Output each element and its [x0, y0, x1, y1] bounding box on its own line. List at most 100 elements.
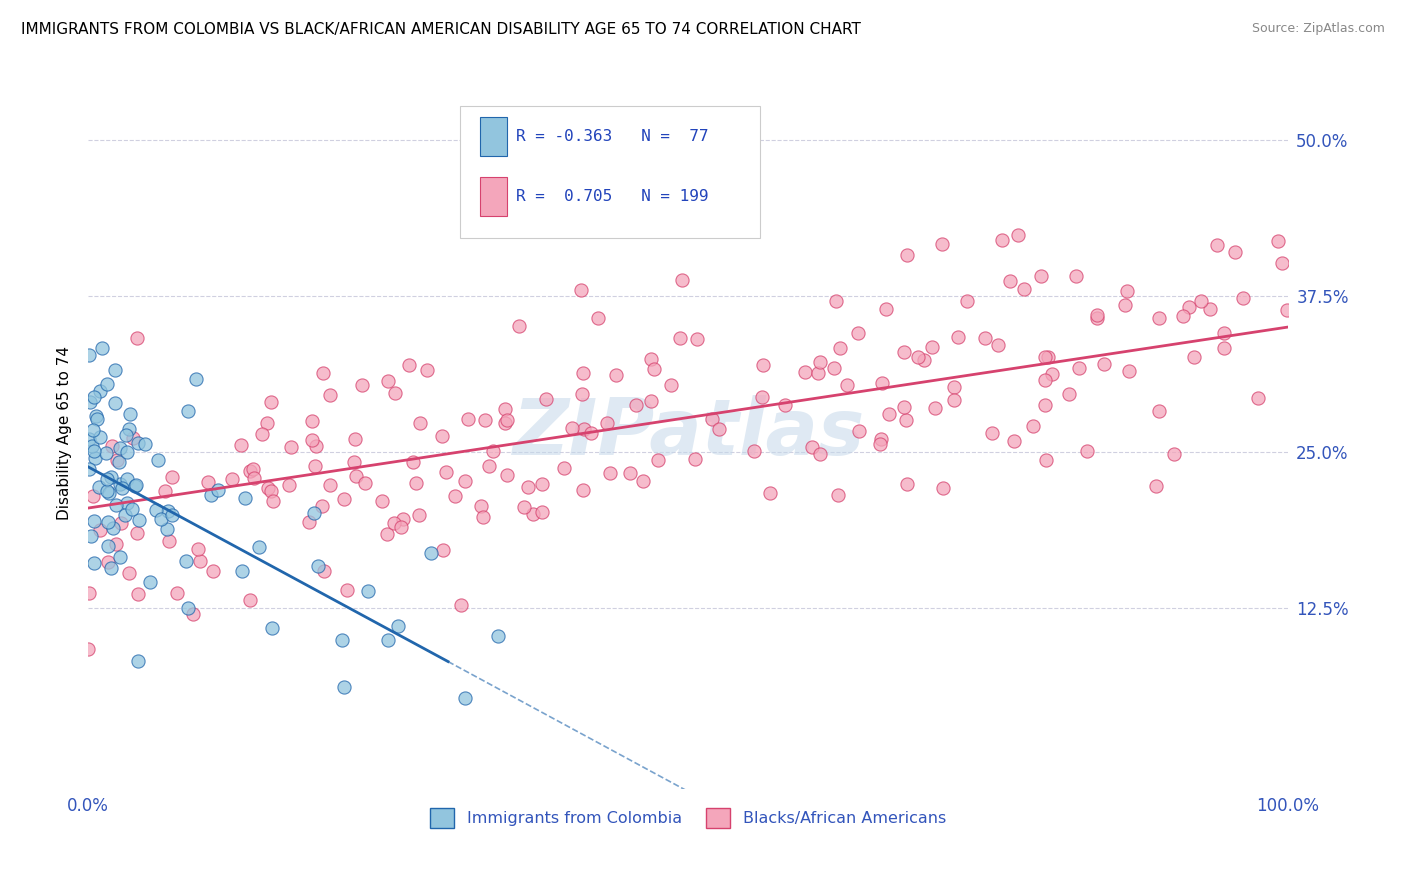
Point [97, 486, 120, 500]
Point [84, 409, 107, 423]
Point [356, 584, 378, 599]
Point [1144, 479, 1167, 493]
Point [89, 430, 111, 444]
Text: R =  0.705   N = 199: R = 0.705 N = 199 [516, 189, 709, 204]
Point [685, 452, 707, 467]
Point [1116, 285, 1139, 299]
Point [177, 601, 200, 615]
Point [508, 319, 530, 334]
Point [647, 453, 669, 467]
Point [160, 470, 183, 484]
Point [105, 537, 128, 551]
Point [375, 526, 398, 541]
Point [312, 564, 335, 578]
Point [242, 461, 264, 475]
Point [513, 500, 536, 514]
Point [1267, 234, 1289, 248]
Point [450, 598, 472, 612]
Point [416, 363, 439, 377]
Point [82, 489, 104, 503]
Point [434, 465, 457, 479]
Point [1247, 391, 1270, 405]
Point [530, 477, 553, 491]
Point [408, 508, 430, 522]
Point [998, 274, 1021, 288]
Point [260, 484, 283, 499]
Point [1212, 341, 1234, 355]
Point [830, 341, 852, 355]
Point [125, 330, 148, 344]
Point [91, 341, 114, 355]
Point [103, 520, 125, 534]
Point [157, 534, 180, 549]
Point [307, 558, 329, 573]
Point [89, 524, 111, 538]
Point [145, 503, 167, 517]
Point [79, 433, 101, 447]
Bar [481, 177, 506, 216]
Point [472, 510, 495, 524]
Point [391, 511, 413, 525]
Point [875, 301, 897, 316]
Point [668, 331, 690, 345]
Point [709, 422, 731, 436]
Point [207, 483, 229, 498]
Point [87, 480, 110, 494]
Point [115, 471, 138, 485]
Point [343, 455, 366, 469]
Point [239, 465, 262, 479]
Point [896, 248, 918, 262]
Point [1118, 363, 1140, 377]
Point [914, 353, 936, 368]
Point [247, 541, 270, 555]
Point [870, 432, 893, 446]
Text: ZIPatlas: ZIPatlas [512, 395, 865, 471]
Point [233, 491, 256, 505]
Point [808, 355, 831, 369]
Point [398, 359, 420, 373]
Point [942, 393, 965, 408]
Point [83, 443, 105, 458]
Point [948, 330, 970, 344]
Point [262, 493, 284, 508]
Point [333, 492, 356, 507]
Point [104, 396, 127, 410]
Point [1012, 282, 1035, 296]
Point [848, 326, 870, 341]
Point [97, 515, 120, 529]
Point [239, 593, 262, 607]
Point [186, 371, 208, 385]
Point [534, 392, 557, 407]
Text: Source: ZipAtlas.com: Source: ZipAtlas.com [1251, 22, 1385, 36]
Point [596, 417, 619, 431]
Point [301, 433, 323, 447]
Point [827, 488, 849, 502]
Point [896, 476, 918, 491]
Point [516, 481, 538, 495]
Point [353, 475, 375, 490]
Point [837, 378, 859, 392]
Point [1033, 350, 1056, 364]
Point [794, 365, 817, 379]
Point [83, 514, 105, 528]
Point [389, 520, 412, 534]
Point [80, 528, 103, 542]
Point [561, 421, 583, 435]
Point [111, 481, 134, 495]
Point [117, 496, 139, 510]
Point [127, 436, 149, 450]
Bar [481, 117, 506, 156]
Point [89, 384, 111, 398]
Point [808, 447, 831, 461]
FancyBboxPatch shape [460, 106, 761, 237]
Point [869, 436, 891, 450]
Point [156, 522, 179, 536]
Point [907, 351, 929, 365]
Point [177, 404, 200, 418]
Point [522, 507, 544, 521]
Point [100, 561, 122, 575]
Point [101, 439, 124, 453]
Point [619, 467, 641, 481]
Point [626, 398, 648, 412]
Point [1057, 387, 1080, 401]
